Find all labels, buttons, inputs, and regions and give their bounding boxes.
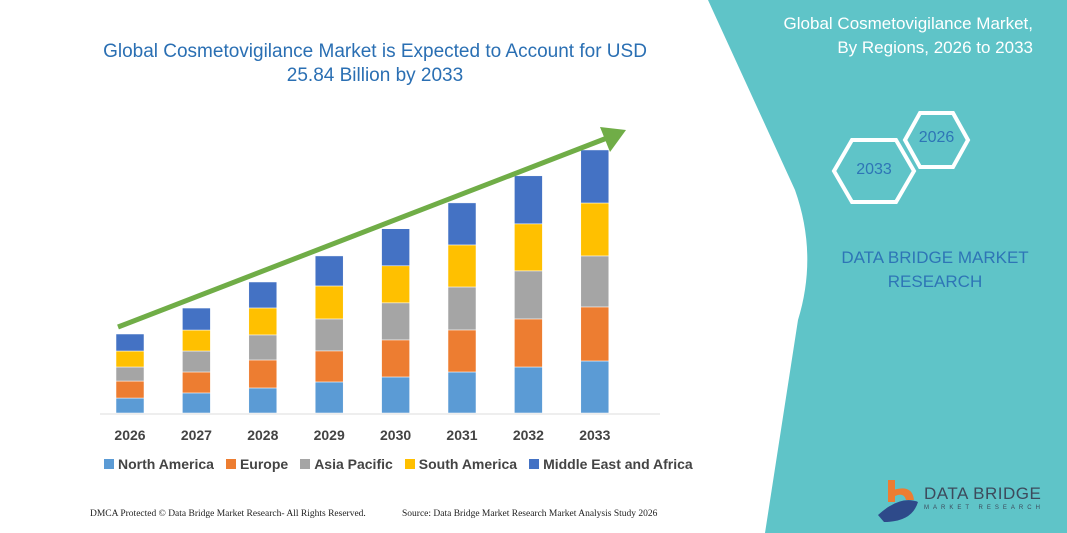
footer-copyright: DMCA Protected © Data Bridge Market Rese… (90, 509, 366, 519)
bar-segment-2030-middle-east-and-africa (381, 228, 410, 267)
footer-source: Source: Data Bridge Market Research Mark… (402, 509, 658, 519)
bar-segment-2028-europe (248, 359, 278, 389)
x-tick-label: 2032 (513, 427, 544, 443)
bar-segment-2027-middle-east-and-africa (182, 307, 211, 331)
bar-segment-2026-north-america (115, 397, 145, 414)
chart-title: Global Cosmetovigilance Market is Expect… (103, 41, 647, 86)
hexagon-2033-icon (831, 138, 917, 204)
trend-arrow (117, 127, 626, 330)
bar-segment-2031-europe (447, 329, 477, 373)
bar-segment-2028-north-america (248, 387, 278, 414)
hexagon-2026-icon (902, 111, 971, 169)
legend-swatch (529, 459, 540, 469)
bar-segment-2029-europe (314, 350, 344, 383)
x-tick-label: 2027 (181, 427, 212, 443)
x-tick-label: 2029 (314, 427, 345, 443)
bar-segment-2032-north-america (514, 366, 543, 414)
legend-label: Europe (239, 456, 289, 472)
bar-segment-2027-north-america (182, 392, 211, 414)
bars-group (115, 149, 610, 414)
legend-item: Europe (225, 456, 289, 472)
bar-segment-2028-asia-pacific (248, 334, 278, 361)
bar-segment-2030-south-america (381, 265, 410, 304)
bar-segment-2032-middle-east-and-africa (514, 175, 543, 225)
bar-segment-2033-north-america (580, 360, 610, 414)
logo-icon (878, 480, 918, 522)
legend-item: North America (104, 456, 214, 472)
bar-segment-2028-middle-east-and-africa (248, 281, 278, 309)
bar-segment-2030-europe (381, 339, 410, 378)
legend-label: South America (418, 456, 518, 472)
hex-start-label: 2026 (918, 129, 955, 146)
bar-segment-2031-north-america (447, 371, 477, 414)
legend-swatch (404, 459, 415, 469)
legend: North America Europe Asia Pacific South Ame… (104, 456, 693, 472)
side-title: Global Cosmetovigilance Market, By Regio… (713, 12, 1033, 60)
bar-segment-2027-europe (182, 371, 211, 394)
bar-segment-2029-asia-pacific (314, 318, 344, 352)
bar-segment-2026-middle-east-and-africa (115, 333, 145, 352)
bar-segment-2030-north-america (381, 376, 410, 414)
logo-subtext: MARKET RESEARCH (924, 505, 1044, 511)
bar-segment-2033-europe (580, 306, 610, 362)
side-title-line1: Global Cosmetovigilance Market, (783, 14, 1033, 33)
bar-segment-2033-south-america (580, 202, 610, 257)
side-title-line2: By Regions, 2026 to 2033 (837, 38, 1033, 57)
bar-segment-2029-south-america (314, 285, 344, 320)
bar-segment-2032-south-america (514, 223, 543, 272)
bar-segment-2032-asia-pacific (514, 270, 543, 320)
bar-segment-2028-south-america (248, 307, 278, 336)
legend-label: North America (118, 456, 214, 472)
legend-swatch (300, 459, 311, 469)
teal-panel (708, 0, 1067, 533)
legend-swatch (104, 459, 114, 469)
legend-label: Asia Pacific (314, 456, 393, 472)
brand-text: DATA BRIDGE MARKET RESEARCH (830, 246, 1040, 294)
bar-segment-2031-asia-pacific (447, 286, 477, 331)
bar-segment-2033-middle-east-and-africa (580, 149, 610, 204)
bar-segment-2026-asia-pacific (115, 366, 145, 382)
bar-segment-2032-europe (514, 318, 543, 368)
hex-end-label: 2033 (856, 161, 892, 178)
bar-segment-2026-europe (115, 380, 145, 399)
bar-segment-2030-asia-pacific (381, 302, 410, 341)
x-tick-label: 2030 (380, 427, 411, 443)
bar-segment-2029-middle-east-and-africa (314, 255, 344, 287)
x-tick-label: 2033 (579, 427, 610, 443)
x-tick-label: 2028 (247, 427, 278, 443)
bar-segment-2026-south-america (115, 350, 145, 368)
x-tick-label: 2026 (114, 427, 145, 443)
legend-item: Middle East and Africa (529, 456, 693, 472)
brand-line2: RESEARCH (887, 272, 983, 291)
logo-text: DATA BRIDGE (924, 484, 1042, 503)
bar-segment-2033-asia-pacific (580, 255, 610, 308)
legend-item: Asia Pacific (300, 456, 393, 472)
bar-segment-2027-asia-pacific (182, 350, 211, 373)
bar-segment-2029-north-america (314, 381, 344, 414)
bar-segment-2031-south-america (447, 244, 477, 288)
legend-swatch (225, 459, 236, 469)
x-tick-label: 2031 (446, 427, 477, 443)
legend-label: Middle East and Africa (543, 456, 693, 472)
bar-segment-2031-middle-east-and-africa (447, 202, 477, 246)
bar-segment-2027-south-america (182, 329, 211, 352)
legend-item: South America (404, 456, 518, 472)
brand-line1: DATA BRIDGE MARKET (841, 248, 1029, 267)
